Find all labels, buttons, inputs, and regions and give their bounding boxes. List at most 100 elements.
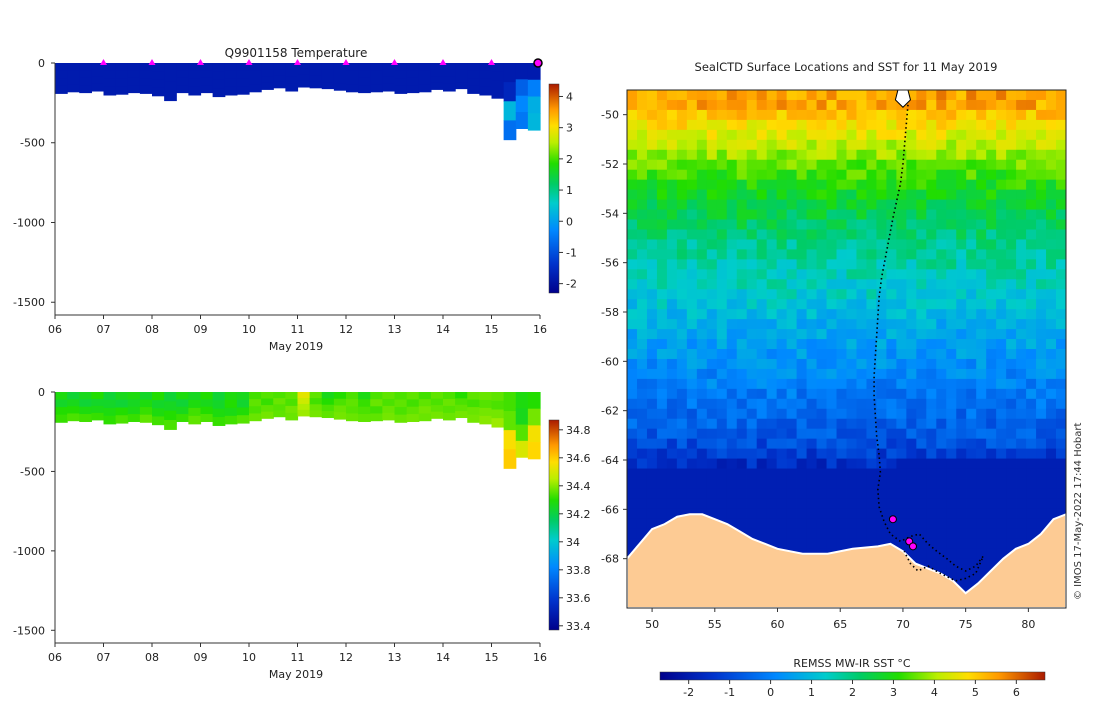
sst-cell xyxy=(906,458,917,470)
sst-cell xyxy=(696,149,708,161)
sst-cell xyxy=(1056,129,1066,141)
map-title: SealCTD Surface Locations and SST for 11… xyxy=(695,60,998,74)
sst-cell xyxy=(926,438,937,450)
sst-cell xyxy=(936,289,947,300)
sst-cell xyxy=(1026,179,1037,191)
sst-cell xyxy=(636,329,648,340)
section-cell xyxy=(406,63,420,71)
sst-cell xyxy=(936,99,947,111)
sst-cell xyxy=(956,199,967,211)
sst-cell xyxy=(886,368,897,380)
sst-cell xyxy=(796,159,808,171)
sst-cell xyxy=(1006,508,1017,519)
sst-cell xyxy=(746,398,758,410)
sst-cell xyxy=(906,259,917,270)
temperature-title: Q9901158 Temperature xyxy=(225,46,368,60)
section-cell xyxy=(212,417,226,426)
sst-cell xyxy=(796,448,808,460)
sst-cell xyxy=(806,339,818,350)
sst-cell xyxy=(836,508,848,519)
sst-cell xyxy=(1046,458,1057,470)
section-cell xyxy=(491,71,505,82)
section-cell xyxy=(346,392,359,400)
sst-cell xyxy=(1026,189,1037,201)
sst-cell xyxy=(1006,269,1017,280)
sst-cell xyxy=(1016,269,1027,280)
sst-cell xyxy=(1016,538,1027,549)
sst-cell xyxy=(756,279,768,290)
sst-cell xyxy=(836,488,848,500)
sst-cell xyxy=(627,159,638,171)
sst-cell xyxy=(1016,99,1027,111)
sst-cell xyxy=(656,229,668,241)
sst-cell xyxy=(1046,269,1057,280)
sst-cell xyxy=(986,339,997,350)
sst-cell xyxy=(856,538,868,549)
sst-cell xyxy=(1006,358,1017,370)
sst-cell xyxy=(1036,299,1047,310)
sst-cell xyxy=(956,209,967,221)
sst-cell xyxy=(1046,99,1057,111)
sst-cell xyxy=(926,90,937,101)
sst-cell xyxy=(916,468,927,480)
sst-cell xyxy=(896,319,907,330)
section-cell xyxy=(309,392,323,399)
sst-cell xyxy=(836,229,848,241)
sst-cell xyxy=(956,229,967,241)
sst-cell xyxy=(986,478,997,490)
section-cell xyxy=(79,406,92,415)
sst-cell xyxy=(946,279,957,290)
sst-cell xyxy=(866,349,878,360)
sst-cell xyxy=(856,488,868,500)
sst-cell xyxy=(986,358,997,370)
section-cell xyxy=(333,398,347,407)
sst-cell xyxy=(756,438,768,450)
x-tick-label: 12 xyxy=(339,323,353,336)
sst-cell xyxy=(766,358,778,370)
sst-cell xyxy=(1056,468,1066,480)
sst-cell xyxy=(666,219,678,231)
sst-cell xyxy=(926,388,937,400)
profile-marker xyxy=(488,59,495,65)
sst-cell xyxy=(1056,488,1066,500)
sst-cell xyxy=(656,139,668,151)
section-cell xyxy=(273,75,286,83)
sst-cell xyxy=(916,558,927,569)
sst-cell xyxy=(936,538,947,549)
sst-cell xyxy=(1036,139,1047,151)
sst-cell xyxy=(636,378,648,390)
sst-cell xyxy=(996,478,1007,490)
sst-cell xyxy=(766,368,778,380)
sst-cell xyxy=(956,179,967,191)
section-cell xyxy=(358,392,371,400)
sst-cell xyxy=(1016,299,1027,310)
sst-cell xyxy=(996,319,1007,330)
sst-cell xyxy=(956,299,967,310)
sst-cell xyxy=(716,159,728,171)
sst-cell xyxy=(1016,159,1027,171)
sst-cell xyxy=(726,408,738,420)
sst-cell xyxy=(726,398,738,410)
sst-cell xyxy=(956,568,967,579)
sst-cell xyxy=(796,339,808,350)
sst-cell xyxy=(796,378,808,390)
sst-cell xyxy=(826,229,838,241)
sst-cell xyxy=(796,109,808,121)
sst-cell xyxy=(936,388,947,400)
sst-cell xyxy=(906,239,917,250)
sst-cell xyxy=(666,458,678,470)
sst-cell xyxy=(756,239,768,250)
sst-cell xyxy=(966,518,977,529)
sst-cell xyxy=(916,189,927,201)
sst-cell xyxy=(676,119,688,131)
sst-cell xyxy=(796,119,808,131)
sst-cell xyxy=(856,339,868,350)
sst-cell xyxy=(716,149,728,161)
sst-cell xyxy=(666,388,678,400)
sst-cell xyxy=(1046,319,1057,330)
sst-colorbar-tick-label: 5 xyxy=(972,686,979,699)
sst-cell xyxy=(976,458,987,470)
sst-cell xyxy=(966,398,977,410)
sst-cell xyxy=(706,259,718,270)
sst-cell xyxy=(846,219,858,231)
